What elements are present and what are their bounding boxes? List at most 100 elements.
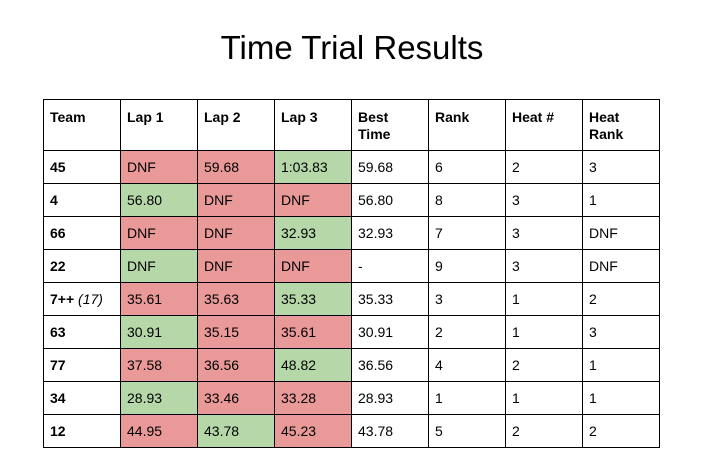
team-note: (17) <box>78 290 103 307</box>
lap-3-cell: DNF <box>274 183 352 217</box>
heat-rank-cell: 3 <box>582 150 660 184</box>
lap-3-cell: 32.93 <box>274 216 352 250</box>
team-cell: 12 <box>43 414 121 448</box>
heat-number-cell: 3 <box>505 249 583 283</box>
heat-number-cell: 3 <box>505 216 583 250</box>
best-time-cell: 30.91 <box>351 315 429 349</box>
lap-2-cell: DNF <box>197 216 275 250</box>
team-cell: 63 <box>43 315 121 349</box>
header-best-time: Best Time <box>351 99 429 151</box>
team-number: 63 <box>50 323 66 340</box>
best-time-cell: 36.56 <box>351 348 429 382</box>
header-lap-3: Lap 3 <box>274 99 352 151</box>
lap-1-cell: DNF <box>120 216 198 250</box>
lap-3-cell: 48.82 <box>274 348 352 382</box>
lap-1-cell: 44.95 <box>120 414 198 448</box>
results-body: 45 DNF 59.68 1:03.83 59.68 6 2 3 4 56.80 DNF DNF 56.… <box>43 150 660 448</box>
heat-rank-cell: 2 <box>582 414 660 448</box>
team-number: 45 <box>50 158 66 175</box>
heat-rank-cell: DNF <box>582 249 660 283</box>
best-time-cell: - <box>351 249 429 283</box>
table-row: 66 DNF DNF 32.93 32.93 7 3 DNF <box>43 216 660 250</box>
lap-2-cell: DNF <box>197 249 275 283</box>
lap-2-cell: 35.63 <box>197 282 275 316</box>
table-row: 45 DNF 59.68 1:03.83 59.68 6 2 3 <box>43 150 660 184</box>
rank-cell: 6 <box>428 150 506 184</box>
lap-2-cell: 43.78 <box>197 414 275 448</box>
lap-2-cell: 36.56 <box>197 348 275 382</box>
team-cell: 7++ (17) <box>43 282 121 316</box>
table-row: 22 DNF DNF DNF -9 3 DNF <box>43 249 660 283</box>
team-number: 77 <box>50 356 66 373</box>
rank-cell: 2 <box>428 315 506 349</box>
heat-rank-cell: DNF <box>582 216 660 250</box>
lap-1-cell: DNF <box>120 249 198 283</box>
heat-number-cell: 1 <box>505 282 583 316</box>
heat-number-cell: 2 <box>505 414 583 448</box>
lap-3-cell: 35.33 <box>274 282 352 316</box>
heat-rank-cell: 3 <box>582 315 660 349</box>
header-lap-1: Lap 1 <box>120 99 198 151</box>
heat-rank-cell: 1 <box>582 183 660 217</box>
header-rank: Rank <box>428 99 506 151</box>
lap-3-cell: 1:03.83 <box>274 150 352 184</box>
best-time-cell: 43.78 <box>351 414 429 448</box>
lap-1-cell: 37.58 <box>120 348 198 382</box>
table-row: 77 37.58 36.56 48.82 36.56 4 2 1 <box>43 348 660 382</box>
team-cell: 34 <box>43 381 121 415</box>
team-number: 22 <box>50 257 66 274</box>
heat-rank-cell: 1 <box>582 381 660 415</box>
heat-rank-cell: 1 <box>582 348 660 382</box>
rank-cell: 3 <box>428 282 506 316</box>
lap-3-cell: 33.28 <box>274 381 352 415</box>
rank-cell: 9 <box>428 249 506 283</box>
best-time-cell: 32.93 <box>351 216 429 250</box>
lap-1-cell: DNF <box>120 150 198 184</box>
lap-2-cell: 59.68 <box>197 150 275 184</box>
team-number: 34 <box>50 389 66 406</box>
header-team: Team <box>43 99 121 151</box>
page-title: Time Trial Results <box>220 29 484 66</box>
lap-3-cell: DNF <box>274 249 352 283</box>
heat-number-cell: 2 <box>505 348 583 382</box>
lap-2-cell: DNF <box>197 183 275 217</box>
team-number: 4 <box>50 191 58 208</box>
lap-3-cell: 35.61 <box>274 315 352 349</box>
header-row: Team Lap 1 Lap 2 Lap 3 Best Time Rank He… <box>43 99 660 151</box>
best-time-cell: 56.80 <box>351 183 429 217</box>
table-row: 63 30.91 35.15 35.61 30.91 2 1 3 <box>43 315 660 349</box>
team-number: 66 <box>50 224 66 241</box>
rank-cell: 4 <box>428 348 506 382</box>
lap-2-cell: 33.46 <box>197 381 275 415</box>
rank-cell: 1 <box>428 381 506 415</box>
table-row: 34 28.93 33.46 33.28 28.93 1 1 1 <box>43 381 660 415</box>
team-cell: 4 <box>43 183 121 217</box>
lap-3-cell: 45.23 <box>274 414 352 448</box>
heat-number-cell: 3 <box>505 183 583 217</box>
best-time-cell: 28.93 <box>351 381 429 415</box>
rank-cell: 7 <box>428 216 506 250</box>
results-table: Team Lap 1 Lap 2 Lap 3 Best Time Rank He… <box>43 99 660 448</box>
team-cell: 22 <box>43 249 121 283</box>
table-row: 4 56.80 DNF DNF 56.80 8 3 1 <box>43 183 660 217</box>
lap-1-cell: 28.93 <box>120 381 198 415</box>
table-row: 12 44.95 43.78 45.23 43.78 5 2 2 <box>43 414 660 448</box>
team-cell: 77 <box>43 348 121 382</box>
header-lap-2: Lap 2 <box>197 99 275 151</box>
header-heat-number: Heat # <box>505 99 583 151</box>
header-heat-rank: Heat Rank <box>582 99 660 151</box>
rank-cell: 5 <box>428 414 506 448</box>
rank-cell: 8 <box>428 183 506 217</box>
lap-1-cell: 35.61 <box>120 282 198 316</box>
lap-1-cell: 30.91 <box>120 315 198 349</box>
lap-1-cell: 56.80 <box>120 183 198 217</box>
team-number: 7++ <box>50 290 75 307</box>
lap-2-cell: 35.15 <box>197 315 275 349</box>
heat-rank-cell: 2 <box>582 282 660 316</box>
team-cell: 66 <box>43 216 121 250</box>
team-cell: 45 <box>43 150 121 184</box>
table-row: 7++ (17) 35.61 35.63 35.33 35.33 3 1 2 <box>43 282 660 316</box>
heat-number-cell: 1 <box>505 381 583 415</box>
best-time-cell: 59.68 <box>351 150 429 184</box>
heat-number-cell: 1 <box>505 315 583 349</box>
